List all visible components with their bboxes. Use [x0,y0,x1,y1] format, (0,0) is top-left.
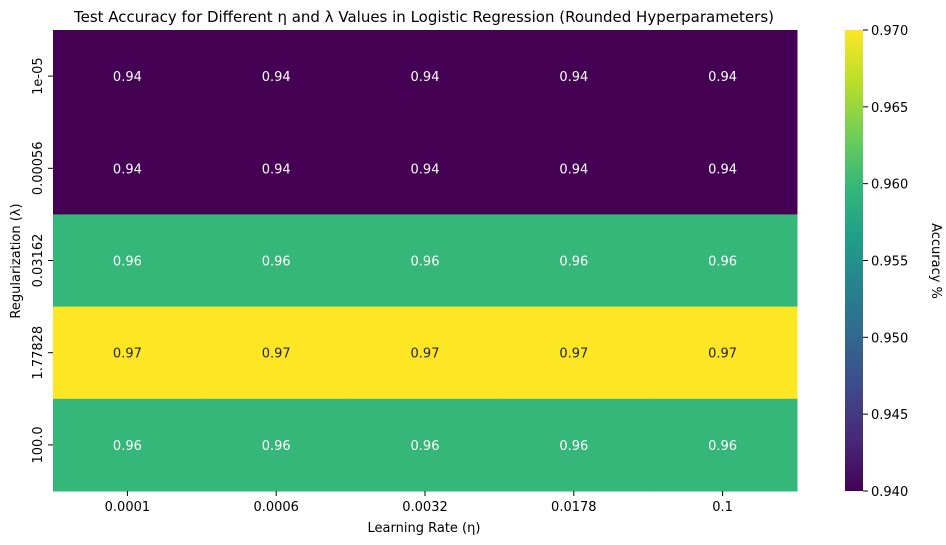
colorbar-ticks: 0.940 0.945 0.950 0.955 0.960 0.965 0.970 [863,24,908,500]
heatmap-cells [53,30,798,492]
heatmap-cell [201,214,352,308]
cell-value-label: 0.96 [559,439,588,454]
y-tick-label: 1e-05 [31,57,46,95]
x-tick-label: 0.1 [712,500,733,515]
heatmap-cell [201,30,352,123]
x-tick-label: 0.0006 [253,500,299,515]
heatmap-cell [648,30,798,123]
cell-value-label: 0.97 [559,347,588,362]
cell-value-label: 0.94 [559,162,588,177]
y-tick-label: 0.03162 [31,234,46,288]
x-tick-label: 0.0001 [105,500,151,515]
cell-value-label: 0.94 [411,70,440,85]
heatmap-cell [499,214,649,308]
heatmap-cell [53,122,203,215]
cell-value-label: 0.96 [411,255,440,270]
heatmap-cell [350,30,500,123]
cell-annotations: 0.94 0.94 0.94 0.94 0.94 0.94 0.94 0.94 0.94 0.94… [113,70,737,454]
colorbar-label: Accuracy % [928,223,943,299]
colorbar-tick-label: 0.965 [871,101,908,116]
heatmap-cell [648,122,798,215]
cell-value-label: 0.97 [262,347,291,362]
heatmap-cell [201,122,352,215]
colorbar-tick-label: 0.950 [871,331,908,346]
heatmap-cell [499,122,649,215]
cell-value-label: 0.94 [113,70,142,85]
heatmap-cell [350,214,500,308]
cell-value-label: 0.94 [411,162,440,177]
heatmap-cell [53,306,203,400]
cell-value-label: 0.96 [262,439,291,454]
heatmap-cell [201,398,352,492]
colorbar-tick-label: 0.970 [871,24,908,39]
colorbar-tick-label: 0.940 [871,485,908,500]
cell-value-label: 0.96 [708,439,737,454]
heatmap-cell [53,214,203,308]
heatmap-cell [350,398,500,492]
cell-value-label: 0.94 [262,162,291,177]
heatmap-cell [648,306,798,400]
x-tick-label: 0.0032 [402,500,448,515]
cell-value-label: 0.97 [411,347,440,362]
heatmap-cell [499,306,649,400]
cell-value-label: 0.97 [113,347,142,362]
chart-title: Test Accuracy for Different η and λ Valu… [73,8,774,26]
y-axis-ticks: 1e-05 0.00056 0.03162 1.77828 100.0 [31,57,53,464]
x-axis-ticks: 0.0001 0.0006 0.0032 0.0178 0.1 [105,491,733,515]
colorbar-tick-label: 0.960 [871,178,908,193]
heatmap-cell [648,398,798,492]
heatmap-cell [350,122,500,215]
cell-value-label: 0.94 [559,70,588,85]
heatmap-cell [53,398,203,492]
y-tick-label: 0.00056 [31,141,46,195]
heatmap-cell [648,214,798,308]
x-tick-label: 0.0178 [551,500,597,515]
y-tick-label: 1.77828 [31,326,46,380]
cell-value-label: 0.94 [708,162,737,177]
heatmap-cell [499,30,649,123]
cell-value-label: 0.97 [708,347,737,362]
heatmap-cell [499,398,649,492]
heatmap-cell [350,306,500,400]
colorbar-tick-label: 0.955 [871,255,908,270]
y-axis-label: Regularization (λ) [9,203,24,318]
cell-value-label: 0.96 [559,255,588,270]
colorbar [845,30,863,491]
colorbar-tick-label: 0.945 [871,408,908,423]
cell-value-label: 0.96 [411,439,440,454]
y-tick-label: 100.0 [31,426,46,463]
cell-value-label: 0.94 [262,70,291,85]
heatmap-cell [53,30,203,123]
cell-value-label: 0.96 [262,255,291,270]
cell-value-label: 0.96 [113,439,142,454]
cell-value-label: 0.94 [113,162,142,177]
cell-value-label: 0.96 [708,255,737,270]
cell-value-label: 0.94 [708,70,737,85]
x-axis-label: Learning Rate (η) [368,521,481,536]
cell-value-label: 0.96 [113,255,142,270]
heatmap-cell [201,306,352,400]
